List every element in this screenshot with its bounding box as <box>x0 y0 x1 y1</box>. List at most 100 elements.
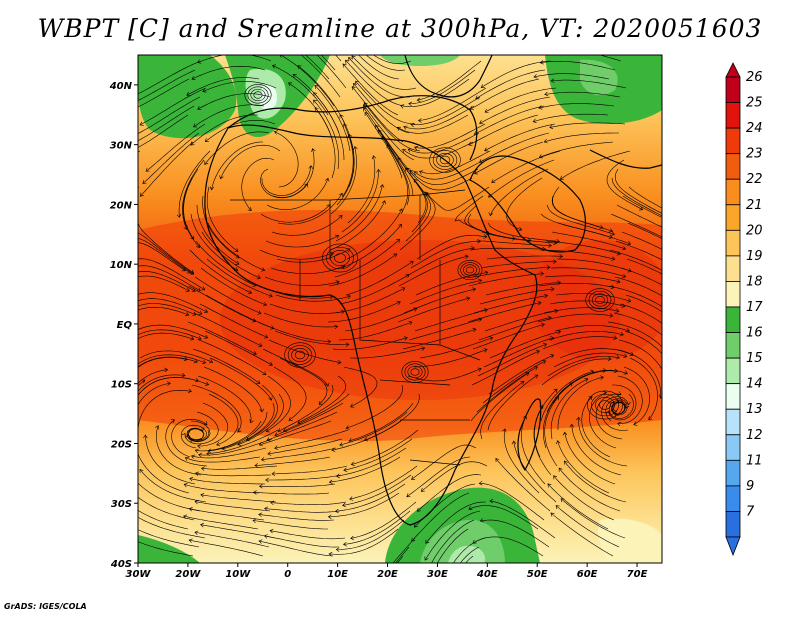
streamline-arrow <box>542 246 547 252</box>
streamline <box>404 247 475 278</box>
streamline <box>191 384 242 433</box>
streamline <box>347 155 376 224</box>
streamline-arrow <box>540 271 545 276</box>
coastlines <box>204 55 662 526</box>
vortex-ring <box>591 293 609 307</box>
streamline <box>474 267 550 278</box>
streamline-arrow <box>197 59 202 64</box>
streamline <box>606 159 643 210</box>
streamline <box>417 474 482 512</box>
vortex-ring <box>287 345 313 365</box>
streamline-arrow <box>185 311 190 317</box>
streamline <box>58 523 129 547</box>
streamline <box>373 55 412 64</box>
streamline-arrow <box>405 274 410 278</box>
streamline <box>386 144 408 215</box>
streamline <box>274 330 349 345</box>
streamline-arrow <box>328 479 333 485</box>
streamline <box>258 540 334 557</box>
streamline-arrow <box>48 501 51 505</box>
streamline <box>555 293 631 302</box>
streamline-arrow <box>502 428 507 433</box>
streamline-arrow <box>252 351 257 355</box>
streamline <box>138 105 195 142</box>
streamline <box>182 177 200 248</box>
vortex-ring <box>334 253 346 263</box>
streamline-arrow <box>556 238 560 244</box>
streamline-arrow <box>489 498 494 504</box>
colorbar-label: 19 <box>746 249 763 264</box>
streamline-arrow <box>576 416 581 421</box>
streamline-arrow <box>550 78 555 83</box>
streamline <box>424 510 481 561</box>
streamline-arrow <box>328 551 333 557</box>
streamline <box>165 419 208 467</box>
streamline-arrow <box>547 46 550 50</box>
streamline <box>138 222 194 274</box>
streamline-arrow <box>325 177 330 182</box>
vortex-ring <box>599 400 611 410</box>
streamline-arrow <box>532 118 537 123</box>
streamline <box>199 303 268 338</box>
streamline <box>138 265 201 292</box>
streamline <box>533 405 552 476</box>
streamline-arrow <box>686 228 690 232</box>
streamline-arrow <box>547 483 552 488</box>
streamline-arrow <box>194 378 199 383</box>
streamline <box>197 375 252 423</box>
streamline <box>533 113 609 122</box>
streamline <box>546 370 607 413</box>
streamline <box>608 285 662 307</box>
streamline-arrow <box>75 161 78 165</box>
chart-title: WBPT [C] and Sreamline at 300hPa, VT: 20… <box>37 14 763 43</box>
streamline-arrow <box>263 534 268 539</box>
streamline-arrow <box>613 335 618 340</box>
streamline <box>237 393 284 446</box>
streamline-arrow <box>666 387 670 390</box>
streamline-arrow <box>254 463 259 468</box>
streamline-arrow <box>375 124 380 129</box>
longitude-axis: 30W 20W 10W 0 10E 20E 30E 40E 50E 60E 70E <box>126 563 648 580</box>
vortex-ring <box>253 91 263 99</box>
streamline-arrow <box>335 280 340 285</box>
streamline <box>476 366 538 413</box>
streamline <box>426 186 490 211</box>
streamline <box>190 213 238 271</box>
streamline-arrow <box>674 314 678 317</box>
streamline-arrow <box>198 310 203 315</box>
streamline <box>138 298 203 315</box>
streamline-arrow <box>367 615 371 618</box>
streamline <box>259 420 332 446</box>
streamline-arrow <box>489 336 494 341</box>
streamline-arrow <box>491 179 496 183</box>
streamline-arrow <box>188 507 193 512</box>
streamline-arrow <box>127 524 131 528</box>
streamline-arrow <box>264 334 269 339</box>
streamline <box>50 540 123 556</box>
streamline <box>610 213 662 238</box>
streamline-arrow <box>258 539 263 544</box>
streamline-arrow <box>607 356 612 361</box>
streamline-arrow <box>405 167 409 172</box>
streamline-arrow <box>398 223 402 228</box>
streamline-arrow <box>371 155 377 160</box>
streamline <box>252 520 328 530</box>
streamline-arrow <box>202 359 207 364</box>
streamline <box>345 384 404 429</box>
streamline-arrow <box>247 289 253 294</box>
streamline-arrow <box>252 318 257 323</box>
streamline <box>262 348 329 387</box>
streamline <box>484 87 557 113</box>
streamline <box>269 530 346 540</box>
streamline-arrow <box>58 521 61 525</box>
streamline-arrow <box>479 518 484 523</box>
streamline <box>609 249 662 271</box>
streamline-arrow <box>425 539 430 544</box>
streamline-arrow <box>247 207 252 211</box>
streamline-arrow <box>664 213 668 217</box>
streamline-arrow <box>626 240 632 246</box>
streamline <box>554 325 630 332</box>
streamline-arrow <box>342 541 347 547</box>
streamline <box>138 374 186 392</box>
streamline-arrow <box>584 377 589 382</box>
